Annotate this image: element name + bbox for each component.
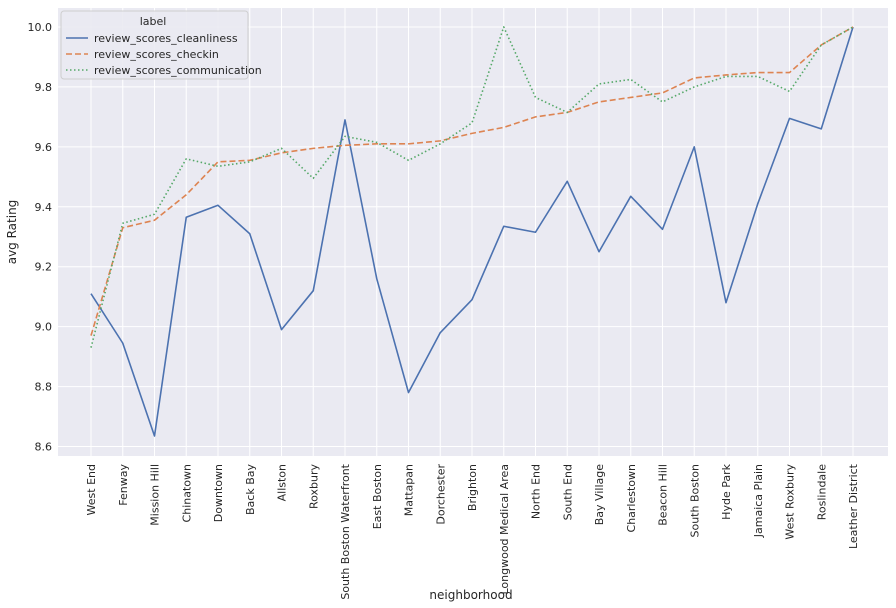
x-tick-label: Fenway — [117, 464, 130, 506]
x-tick-label: Charlestown — [625, 464, 638, 533]
x-tick-label: Downtown — [212, 464, 225, 522]
series-line-review-scores-checkin — [90, 26, 854, 336]
x-tick-label: Roxbury — [307, 464, 320, 510]
x-axis-label: neighborhood — [429, 588, 512, 602]
legend-entry-label: review_scores_checkin — [94, 48, 219, 61]
y-tick-label: 9.4 — [35, 201, 53, 214]
x-tick-label: Longwood Medical Area — [498, 464, 511, 595]
x-tick-label: Back Bay — [244, 464, 257, 515]
x-tick-label: Hyde Park — [720, 463, 733, 519]
y-axis-label: avg Rating — [5, 200, 19, 265]
x-tick-label: Bay Village — [593, 464, 606, 525]
series-line-review-scores-cleanliness — [90, 26, 854, 437]
x-tick-label: Mattapan — [403, 464, 416, 516]
series-lines — [90, 26, 854, 437]
x-tick-label: Allston — [276, 464, 289, 501]
x-tick-label: South Boston Waterfront — [339, 463, 352, 599]
x-tick-label: Chinatown — [180, 464, 193, 522]
x-tick-label: South Boston — [688, 464, 701, 538]
y-tick-label: 9.6 — [35, 141, 53, 154]
x-tick-label: Leather District — [847, 463, 860, 549]
legend-title: label — [140, 15, 167, 28]
x-tick-label: Brighton — [466, 464, 479, 511]
y-tick-label: 9.0 — [35, 321, 53, 334]
y-tick-label: 10.0 — [28, 21, 53, 34]
x-tick-label: Roslindale — [815, 464, 828, 520]
legend-entry-label: review_scores_cleanliness — [94, 32, 238, 45]
legend-entry-label: review_scores_communication — [94, 64, 262, 77]
x-tick-label: Jamaica Plain — [752, 464, 765, 538]
x-tick-label: Dorchester — [434, 464, 447, 525]
y-tick-label: 8.6 — [35, 441, 53, 454]
plot-background — [58, 8, 888, 456]
legend: label review_scores_cleanliness review_sc… — [60, 10, 262, 80]
legend-box — [60, 10, 249, 80]
x-tick-label: North End — [530, 464, 543, 519]
x-ticks: West End Fenway Mission Hill Chinatown Downt… — [85, 463, 860, 599]
x-tick-label: Mission Hill — [149, 464, 162, 526]
x-tick-label: East Boston — [371, 464, 384, 529]
x-tick-label: West Roxbury — [784, 464, 797, 540]
y-tick-label: 9.8 — [35, 81, 53, 94]
y-ticks: 8.6 8.8 9.0 9.2 9.4 9.6 9.8 10.0 — [28, 21, 53, 454]
x-tick-label: South End — [561, 464, 574, 520]
y-tick-label: 8.8 — [35, 381, 53, 394]
y-tick-label: 9.2 — [35, 261, 53, 274]
x-tick-label: Beacon Hill — [657, 464, 670, 526]
x-tick-label: West End — [85, 464, 98, 515]
